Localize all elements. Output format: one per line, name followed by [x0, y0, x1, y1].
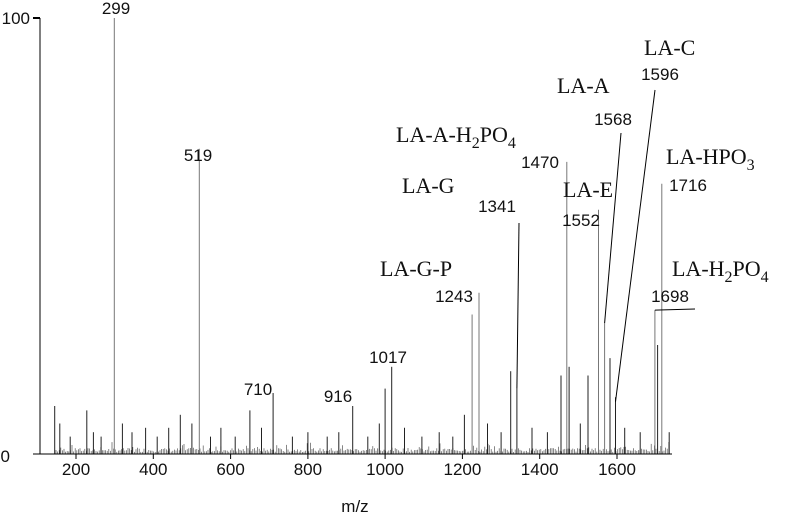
peak-label-1470: 1470	[521, 153, 559, 172]
peaks	[54, 18, 670, 454]
x-tick-label-1400: 1400	[521, 460, 559, 479]
annotation-la-c: LA-C	[644, 35, 695, 60]
annotation-leaders	[516, 89, 696, 402]
x-axis-title: m/z	[341, 497, 368, 516]
x-tick-label-1000: 1000	[366, 460, 404, 479]
peak-label-916: 916	[324, 387, 352, 406]
annotation-la-g-p: LA-G-P	[380, 256, 452, 281]
annotation-la-a: LA-A	[557, 73, 610, 98]
baseline-noise	[55, 442, 670, 454]
peak-label-299: 299	[102, 0, 130, 18]
annotation-leader	[654, 308, 696, 311]
peak-label-1243: 1243	[435, 287, 473, 306]
peak-label-1017: 1017	[369, 348, 407, 367]
peak-label-1716: 1716	[669, 176, 707, 195]
y-tick-label-0: 0	[1, 447, 10, 466]
peak-label-1341: 1341	[478, 197, 516, 216]
annotation-leader	[604, 132, 622, 324]
x-ticks: 200 400 600 800 1000 1200 1400 1600	[62, 454, 636, 479]
peak-label-710: 710	[244, 380, 272, 399]
x-tick-label-400: 400	[139, 460, 167, 479]
annotation-la-hpo3: LA-HPO3	[666, 144, 755, 174]
x-tick-label-800: 800	[294, 460, 322, 479]
peak-label-519: 519	[184, 146, 212, 165]
annotation-la-g: LA-G	[402, 173, 455, 198]
annotation-la-e: LA-E	[563, 177, 613, 202]
annotation-leader	[615, 89, 656, 402]
x-tick-label-1600: 1600	[598, 460, 636, 479]
annotation-leader	[516, 222, 520, 389]
peak-label-1596: 1596	[641, 65, 679, 84]
annotation-la-a-h2po4: LA-A-H2PO4	[396, 122, 516, 152]
x-tick-label-200: 200	[62, 460, 90, 479]
peak-label-1568: 1568	[594, 110, 632, 129]
y-tick-label-100: 100	[2, 9, 30, 28]
peak-label-1698: 1698	[651, 287, 689, 306]
annotation-la-h2po4: LA-H2PO4	[672, 256, 769, 286]
x-tick-label-600: 600	[216, 460, 244, 479]
x-tick-label-1200: 1200	[443, 460, 481, 479]
peak-label-1552: 1552	[562, 211, 600, 230]
peak-labels: 299 519 710 916 1017 1243 1341 1470 1552 1568 1596…	[102, 0, 707, 406]
